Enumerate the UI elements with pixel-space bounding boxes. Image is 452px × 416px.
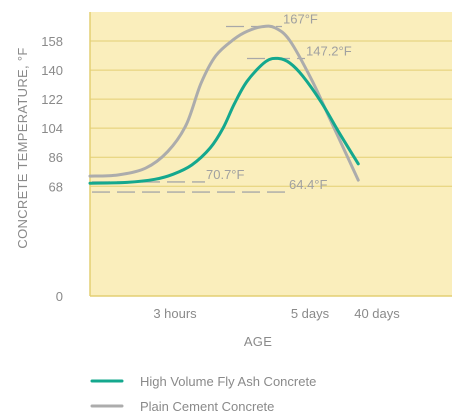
annotation-labels: 167°F 147.2°F 70.7°F 64.4°F [206,12,352,193]
annotation-label: 167°F [283,12,318,27]
x-axis-title: AGE [244,334,272,349]
x-tick-label: 3 hours [153,306,197,321]
gridlines [90,40,452,187]
y-tick-label: 140 [41,63,63,78]
y-axis-title: CONCRETE TEMPERATURE, °F [15,47,30,248]
legend: High Volume Fly Ash Concrete Plain Cemen… [90,374,316,414]
y-tick-labels: 0 68 86 104 122 140 158 [41,34,63,304]
annotation-label: 147.2°F [306,43,352,58]
y-tick-label: 158 [41,34,63,49]
plot-background [90,12,452,296]
y-tick-label: 0 [56,289,63,304]
x-tick-label: 40 days [354,306,400,321]
annotation-label: 70.7°F [206,167,245,182]
legend-label-fly-ash: High Volume Fly Ash Concrete [140,374,316,389]
y-tick-label: 68 [49,179,63,194]
y-tick-label: 122 [41,92,63,107]
legend-label-plain-cement: Plain Cement Concrete [140,399,274,414]
series-line-fly-ash [88,56,360,185]
y-tick-label: 104 [41,121,63,136]
axes [89,12,452,297]
x-tick-labels: 3 hours 5 days 40 days [153,306,400,321]
x-tick-label: 5 days [291,306,330,321]
series-lines [88,24,360,185]
y-tick-label: 86 [49,150,63,165]
annotation-label: 64.4°F [289,177,328,192]
